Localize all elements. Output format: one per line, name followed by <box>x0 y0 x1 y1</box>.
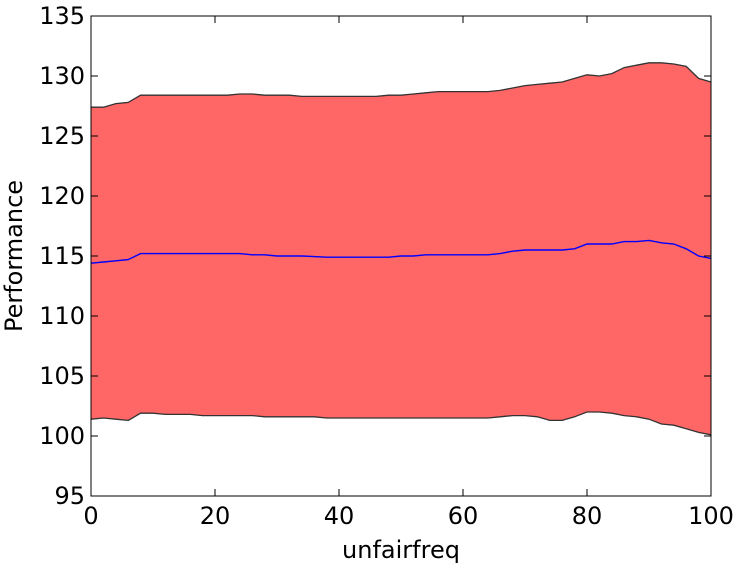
x-tick-label: 0 <box>83 502 98 530</box>
y-tick-label: 135 <box>39 2 85 30</box>
y-tick-label: 105 <box>39 362 85 390</box>
y-tick-label: 125 <box>39 122 85 150</box>
ticks: 0 20 40 60 80 100 95 100 105 110 115 120 125 130 135 <box>39 2 734 530</box>
y-tick-label: 110 <box>39 302 85 330</box>
y-tick-label: 130 <box>39 62 85 90</box>
x-tick-label: 100 <box>688 502 734 530</box>
x-tick-label: 60 <box>448 502 479 530</box>
x-tick-label: 20 <box>200 502 231 530</box>
y-tick-label: 115 <box>39 242 85 270</box>
mean-line <box>90 239 712 264</box>
y-tick-label: 100 <box>39 422 85 450</box>
y-axis-label: Performance <box>0 180 28 332</box>
x-tick-label: 80 <box>572 502 603 530</box>
confidence-band <box>91 62 711 435</box>
upper-bound-line <box>91 62 712 108</box>
y-tick-label: 120 <box>39 182 85 210</box>
x-tick-label: 40 <box>324 502 355 530</box>
x-axis-label: unfairfreq <box>342 536 460 564</box>
plot-area <box>90 62 712 436</box>
y-tick-label: 95 <box>54 482 85 510</box>
lower-bound-line <box>90 411 712 436</box>
